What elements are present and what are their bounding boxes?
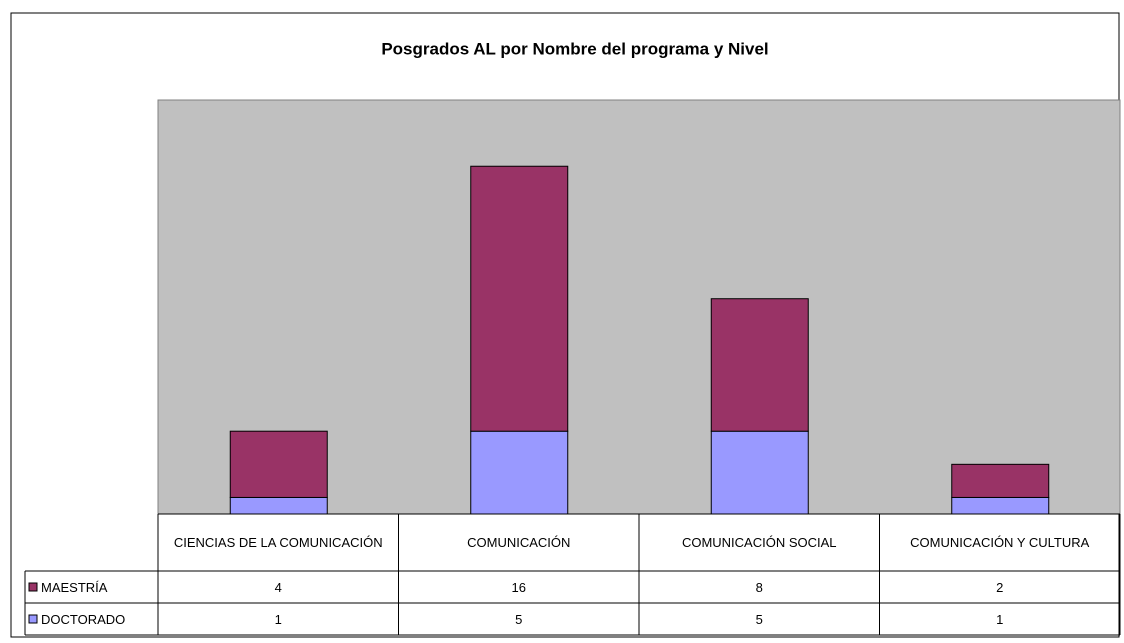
table-value: 2 — [996, 579, 1004, 595]
table-value: 4 — [274, 579, 282, 595]
bar-segment — [710, 430, 809, 515]
legend-label: DOCTORADO — [41, 611, 126, 627]
legend-label: MAESTRÍA — [41, 579, 108, 595]
table-value: 8 — [755, 579, 763, 595]
table-value: 1 — [996, 611, 1004, 627]
category-label: CIENCIAS DE LA COMUNICACIÓN — [173, 535, 383, 550]
legend-swatch — [28, 582, 38, 592]
bar-segment — [951, 496, 1050, 515]
legend-swatch — [28, 614, 38, 624]
category-label: COMUNICACIÓN Y CULTURA — [910, 535, 1090, 550]
table-value: 16 — [511, 579, 526, 595]
bar-segment — [470, 430, 569, 515]
category-label: COMUNICACIÓN SOCIAL — [681, 535, 837, 550]
table-value: 1 — [274, 611, 282, 627]
bar-segment — [470, 165, 569, 432]
bar-segment — [710, 298, 809, 432]
table-value: 5 — [515, 611, 523, 627]
bar-segment — [951, 463, 1050, 498]
category-label: COMUNICACIÓN — [467, 535, 571, 550]
chart-title: Posgrados AL por Nombre del programa y N… — [381, 39, 768, 58]
table-value: 5 — [755, 611, 763, 627]
bar-segment — [229, 430, 328, 498]
bar-segment — [229, 496, 328, 515]
